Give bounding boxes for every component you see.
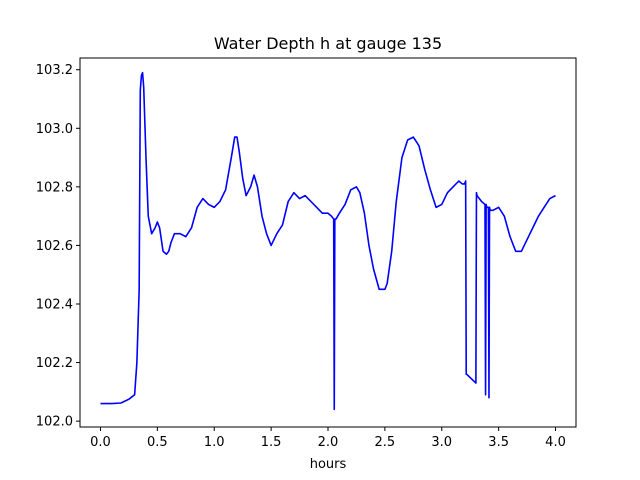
x-tick-label: 1.5 <box>261 435 282 450</box>
x-tick-label: 3.5 <box>488 435 509 450</box>
series-line-0 <box>100 71 556 411</box>
y-tick-label: 103.0 <box>36 122 73 137</box>
x-axis: 0.0 0.5 1.0 1.5 2.0 2.5 3.0 3.5 4.0 <box>90 427 566 450</box>
x-tick-label: 3.0 <box>431 435 452 450</box>
x-tick-label: 0.5 <box>147 435 168 450</box>
y-tick-label: 103.2 <box>36 63 73 78</box>
y-tick-label: 102.4 <box>36 298 73 313</box>
x-tick-label: 2.5 <box>375 435 396 450</box>
y-tick-label: 102.8 <box>36 180 73 195</box>
x-axis-label: hours <box>310 457 347 472</box>
y-tick-label: 102.2 <box>36 356 73 371</box>
plot-area <box>100 71 556 411</box>
x-tick-label: 4.0 <box>545 435 566 450</box>
y-tick-label: 102.6 <box>36 239 73 254</box>
plot-frame <box>79 57 577 428</box>
y-axis: 102.0 102.2 102.4 102.6 102.8 103.0 103.2 <box>36 63 80 430</box>
x-tick-label: 2.0 <box>318 435 339 450</box>
chart-title: Water Depth h at gauge 135 <box>214 34 442 53</box>
y-tick-label: 102.0 <box>36 415 73 430</box>
x-tick-label: 0.0 <box>90 435 111 450</box>
x-tick-label: 1.0 <box>204 435 225 450</box>
